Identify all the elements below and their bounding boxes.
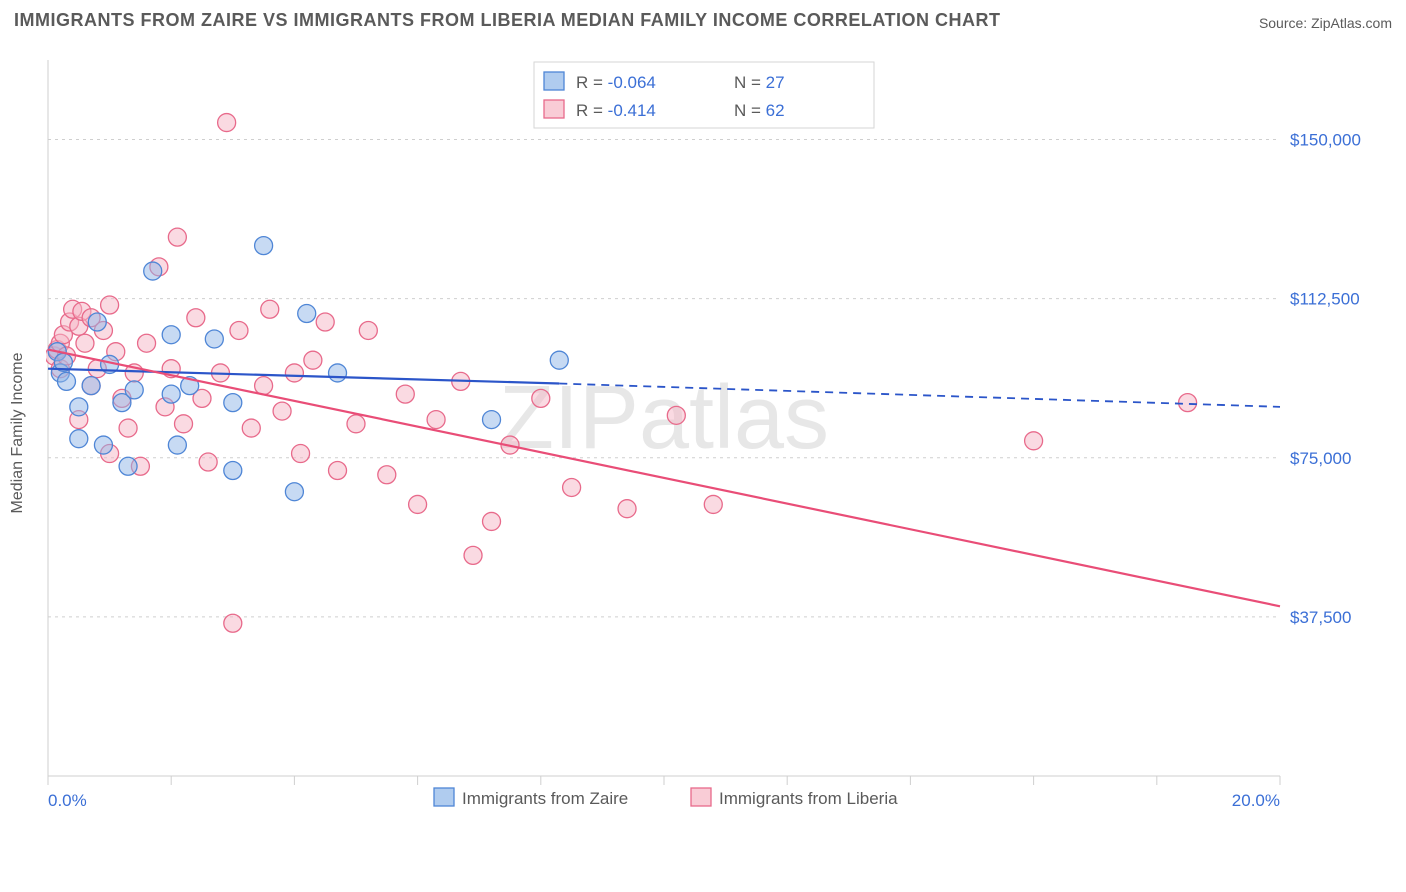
data-point: [255, 377, 273, 395]
source-label: Source:: [1259, 15, 1311, 31]
data-point: [273, 402, 291, 420]
data-point: [138, 334, 156, 352]
legend-swatch: [544, 100, 564, 118]
source-attribution: Source: ZipAtlas.com: [1259, 15, 1392, 31]
chart-header: IMMIGRANTS FROM ZAIRE VS IMMIGRANTS FROM…: [14, 10, 1392, 31]
plot-area: Median Family Income $37,500$75,000$112,…: [46, 48, 1368, 818]
data-point: [285, 483, 303, 501]
data-point: [187, 309, 205, 327]
data-point: [224, 394, 242, 412]
data-point: [162, 385, 180, 403]
legend-series-label: Immigrants from Liberia: [719, 789, 898, 808]
data-point: [224, 462, 242, 480]
data-point: [119, 419, 137, 437]
data-point: [261, 300, 279, 318]
data-point: [329, 462, 347, 480]
data-point: [218, 114, 236, 132]
legend-n-label: N = 62: [734, 101, 785, 120]
data-point: [175, 415, 193, 433]
data-point: [70, 430, 88, 448]
data-point: [88, 313, 106, 331]
data-point: [199, 453, 217, 471]
data-point: [101, 296, 119, 314]
data-point: [464, 546, 482, 564]
data-point: [70, 398, 88, 416]
data-point: [667, 406, 685, 424]
source-link[interactable]: ZipAtlas.com: [1311, 15, 1392, 31]
legend-series-label: Immigrants from Zaire: [462, 789, 628, 808]
data-point: [168, 228, 186, 246]
data-point: [396, 385, 414, 403]
data-point: [1179, 394, 1197, 412]
legend-r-label: R = -0.414: [576, 101, 656, 120]
data-point: [144, 262, 162, 280]
legend-n-label: N = 27: [734, 73, 785, 92]
x-tick-label-min: 0.0%: [48, 791, 87, 810]
data-point: [359, 321, 377, 339]
data-point: [378, 466, 396, 484]
y-tick-label: $112,500: [1290, 290, 1360, 309]
data-point: [242, 419, 260, 437]
data-point: [316, 313, 334, 331]
data-point: [304, 351, 322, 369]
data-point: [168, 436, 186, 454]
data-point: [347, 415, 365, 433]
y-tick-label: $37,500: [1290, 608, 1351, 627]
legend-swatch: [544, 72, 564, 90]
y-axis-label: Median Family Income: [9, 353, 27, 514]
y-tick-label: $75,000: [1290, 449, 1351, 468]
data-point: [255, 237, 273, 255]
data-point: [230, 321, 248, 339]
data-point: [76, 334, 94, 352]
data-point: [550, 351, 568, 369]
data-point: [1025, 432, 1043, 450]
y-tick-label: $150,000: [1290, 131, 1361, 150]
data-point: [285, 364, 303, 382]
data-point: [704, 495, 722, 513]
data-point: [82, 377, 100, 395]
data-point: [292, 445, 310, 463]
chart-title: IMMIGRANTS FROM ZAIRE VS IMMIGRANTS FROM…: [14, 10, 1000, 31]
legend-swatch: [434, 788, 454, 806]
chart-svg: $37,500$75,000$112,500$150,0000.0%20.0%Z…: [46, 48, 1368, 818]
data-point: [57, 372, 75, 390]
data-point: [119, 457, 137, 475]
legend-swatch: [691, 788, 711, 806]
x-tick-label-max: 20.0%: [1232, 791, 1280, 810]
data-point: [532, 389, 550, 407]
data-point: [224, 614, 242, 632]
data-point: [94, 436, 112, 454]
data-point: [329, 364, 347, 382]
data-point: [427, 411, 445, 429]
data-point: [483, 411, 501, 429]
series-legend: Immigrants from Zaire Immigrants from Lib…: [434, 788, 898, 808]
data-point: [618, 500, 636, 518]
data-point: [409, 495, 427, 513]
data-point: [125, 381, 143, 399]
data-point: [205, 330, 223, 348]
data-point: [483, 512, 501, 530]
data-point: [298, 305, 316, 323]
data-point: [563, 478, 581, 496]
data-point: [162, 326, 180, 344]
legend-r-label: R = -0.064: [576, 73, 656, 92]
